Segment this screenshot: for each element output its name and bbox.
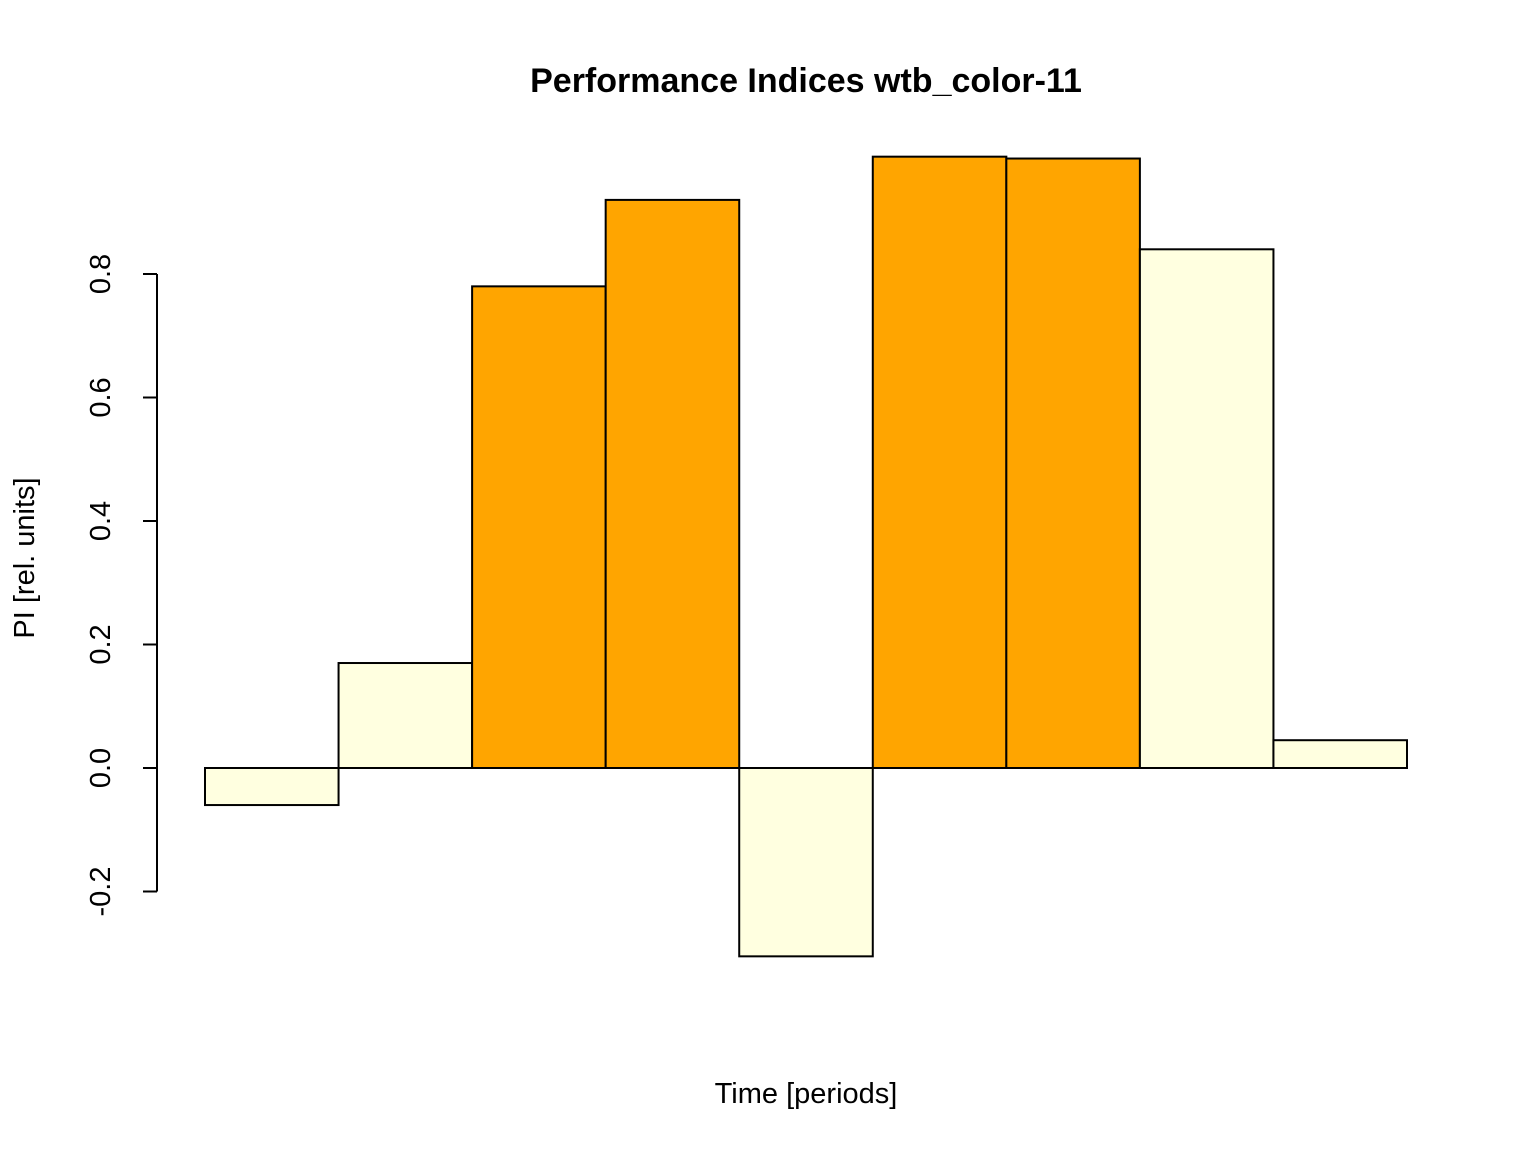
y-tick-label: -0.2 [85,867,117,917]
bar [738,767,874,958]
x-axis-label: Time [periods] [715,1078,898,1110]
bar [337,662,474,770]
y-tick-label: 0.8 [85,254,117,294]
bar [204,767,340,807]
chart-title: Performance Indices wtb_color-11 [530,62,1082,100]
bar [1138,248,1275,770]
y-tick-label: 0.0 [85,748,117,788]
bar [1272,739,1408,770]
y-axis: -0.2 0.0 0.2 0.4 0.6 0.8 [85,254,158,917]
y-tick-label: 0.2 [85,624,117,664]
y-tick-label: 0.4 [85,501,117,541]
bar [604,198,741,769]
bar [471,285,607,769]
bar [1005,157,1141,769]
bar [871,155,1008,770]
y-tick-label: 0.6 [85,377,117,417]
bars-layer [204,155,1408,958]
y-axis-label: PI [rel. units] [9,477,41,638]
